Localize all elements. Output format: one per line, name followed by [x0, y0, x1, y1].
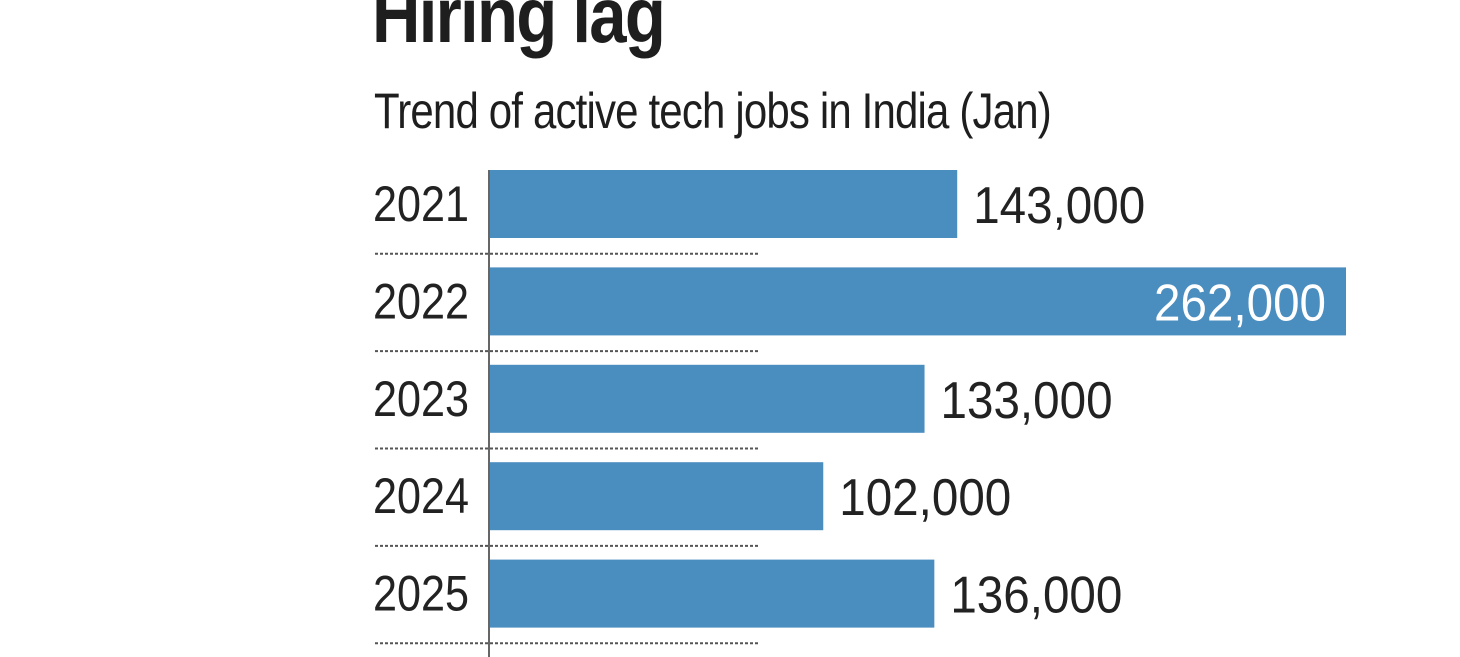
- year-label: 2023: [373, 371, 469, 427]
- value-label: 102,000: [839, 469, 1011, 527]
- bar-2024: [490, 462, 824, 531]
- bar-2025: [490, 559, 935, 628]
- bar-2022: [490, 267, 1346, 336]
- bar-2021: [490, 170, 958, 238]
- bar-2023: [490, 364, 925, 433]
- chart-subtitle: Trend of active tech jobs in India (Jan): [374, 83, 1052, 139]
- value-label: 262,000: [1154, 274, 1326, 332]
- year-label: 2024: [373, 468, 469, 524]
- year-label: 2021: [373, 176, 469, 232]
- year-label: 2022: [373, 273, 469, 329]
- value-label: 143,000: [973, 177, 1145, 235]
- year-label: 2025: [373, 566, 469, 622]
- value-label: 136,000: [950, 567, 1122, 625]
- chart-title: Hiring lag: [372, 0, 666, 59]
- value-label: 133,000: [941, 372, 1113, 430]
